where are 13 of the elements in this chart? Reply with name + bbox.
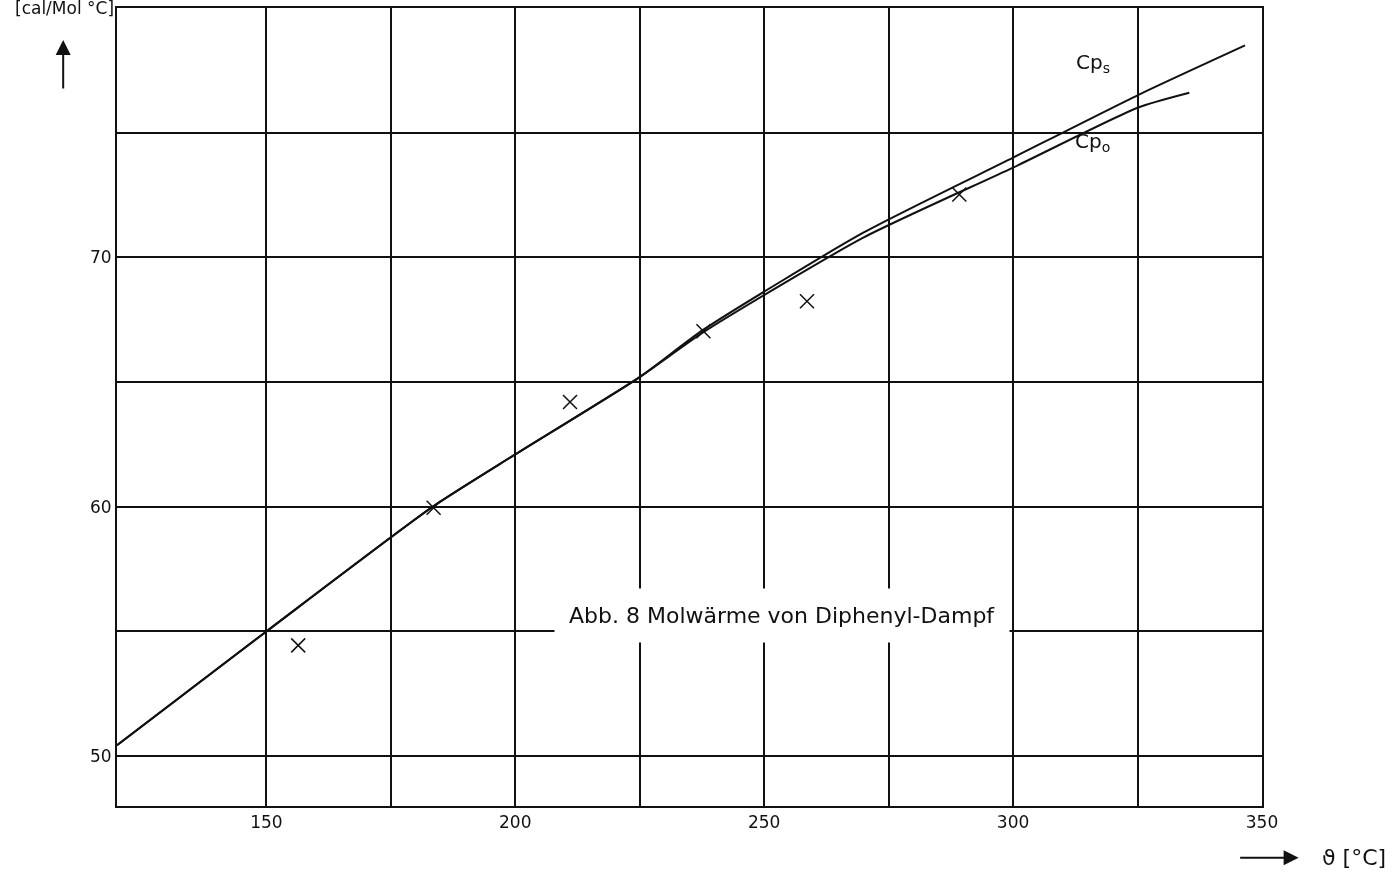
x-axis-title: ϑ [°C] xyxy=(1322,845,1387,870)
x-tick-label: 300 xyxy=(996,812,1030,833)
x-tick-label: 350 xyxy=(1245,812,1279,833)
y-tick-label: 50 xyxy=(89,746,112,767)
x-tick-label: 150 xyxy=(250,812,283,833)
y-tick-label: 70 xyxy=(89,247,112,268)
series-label: Cp$_{o}$ xyxy=(1075,129,1111,156)
y-tick-label: 60 xyxy=(89,496,112,517)
y-axis-title: [cal/Mol °C] xyxy=(15,0,115,18)
text: Abb. 8 Molwärme von Diphenyl-Dampf xyxy=(569,603,996,628)
series-label: Cp$_{s}$ xyxy=(1076,50,1110,77)
x-tick-label: 200 xyxy=(499,812,532,833)
x-tick-label: 250 xyxy=(747,812,781,833)
